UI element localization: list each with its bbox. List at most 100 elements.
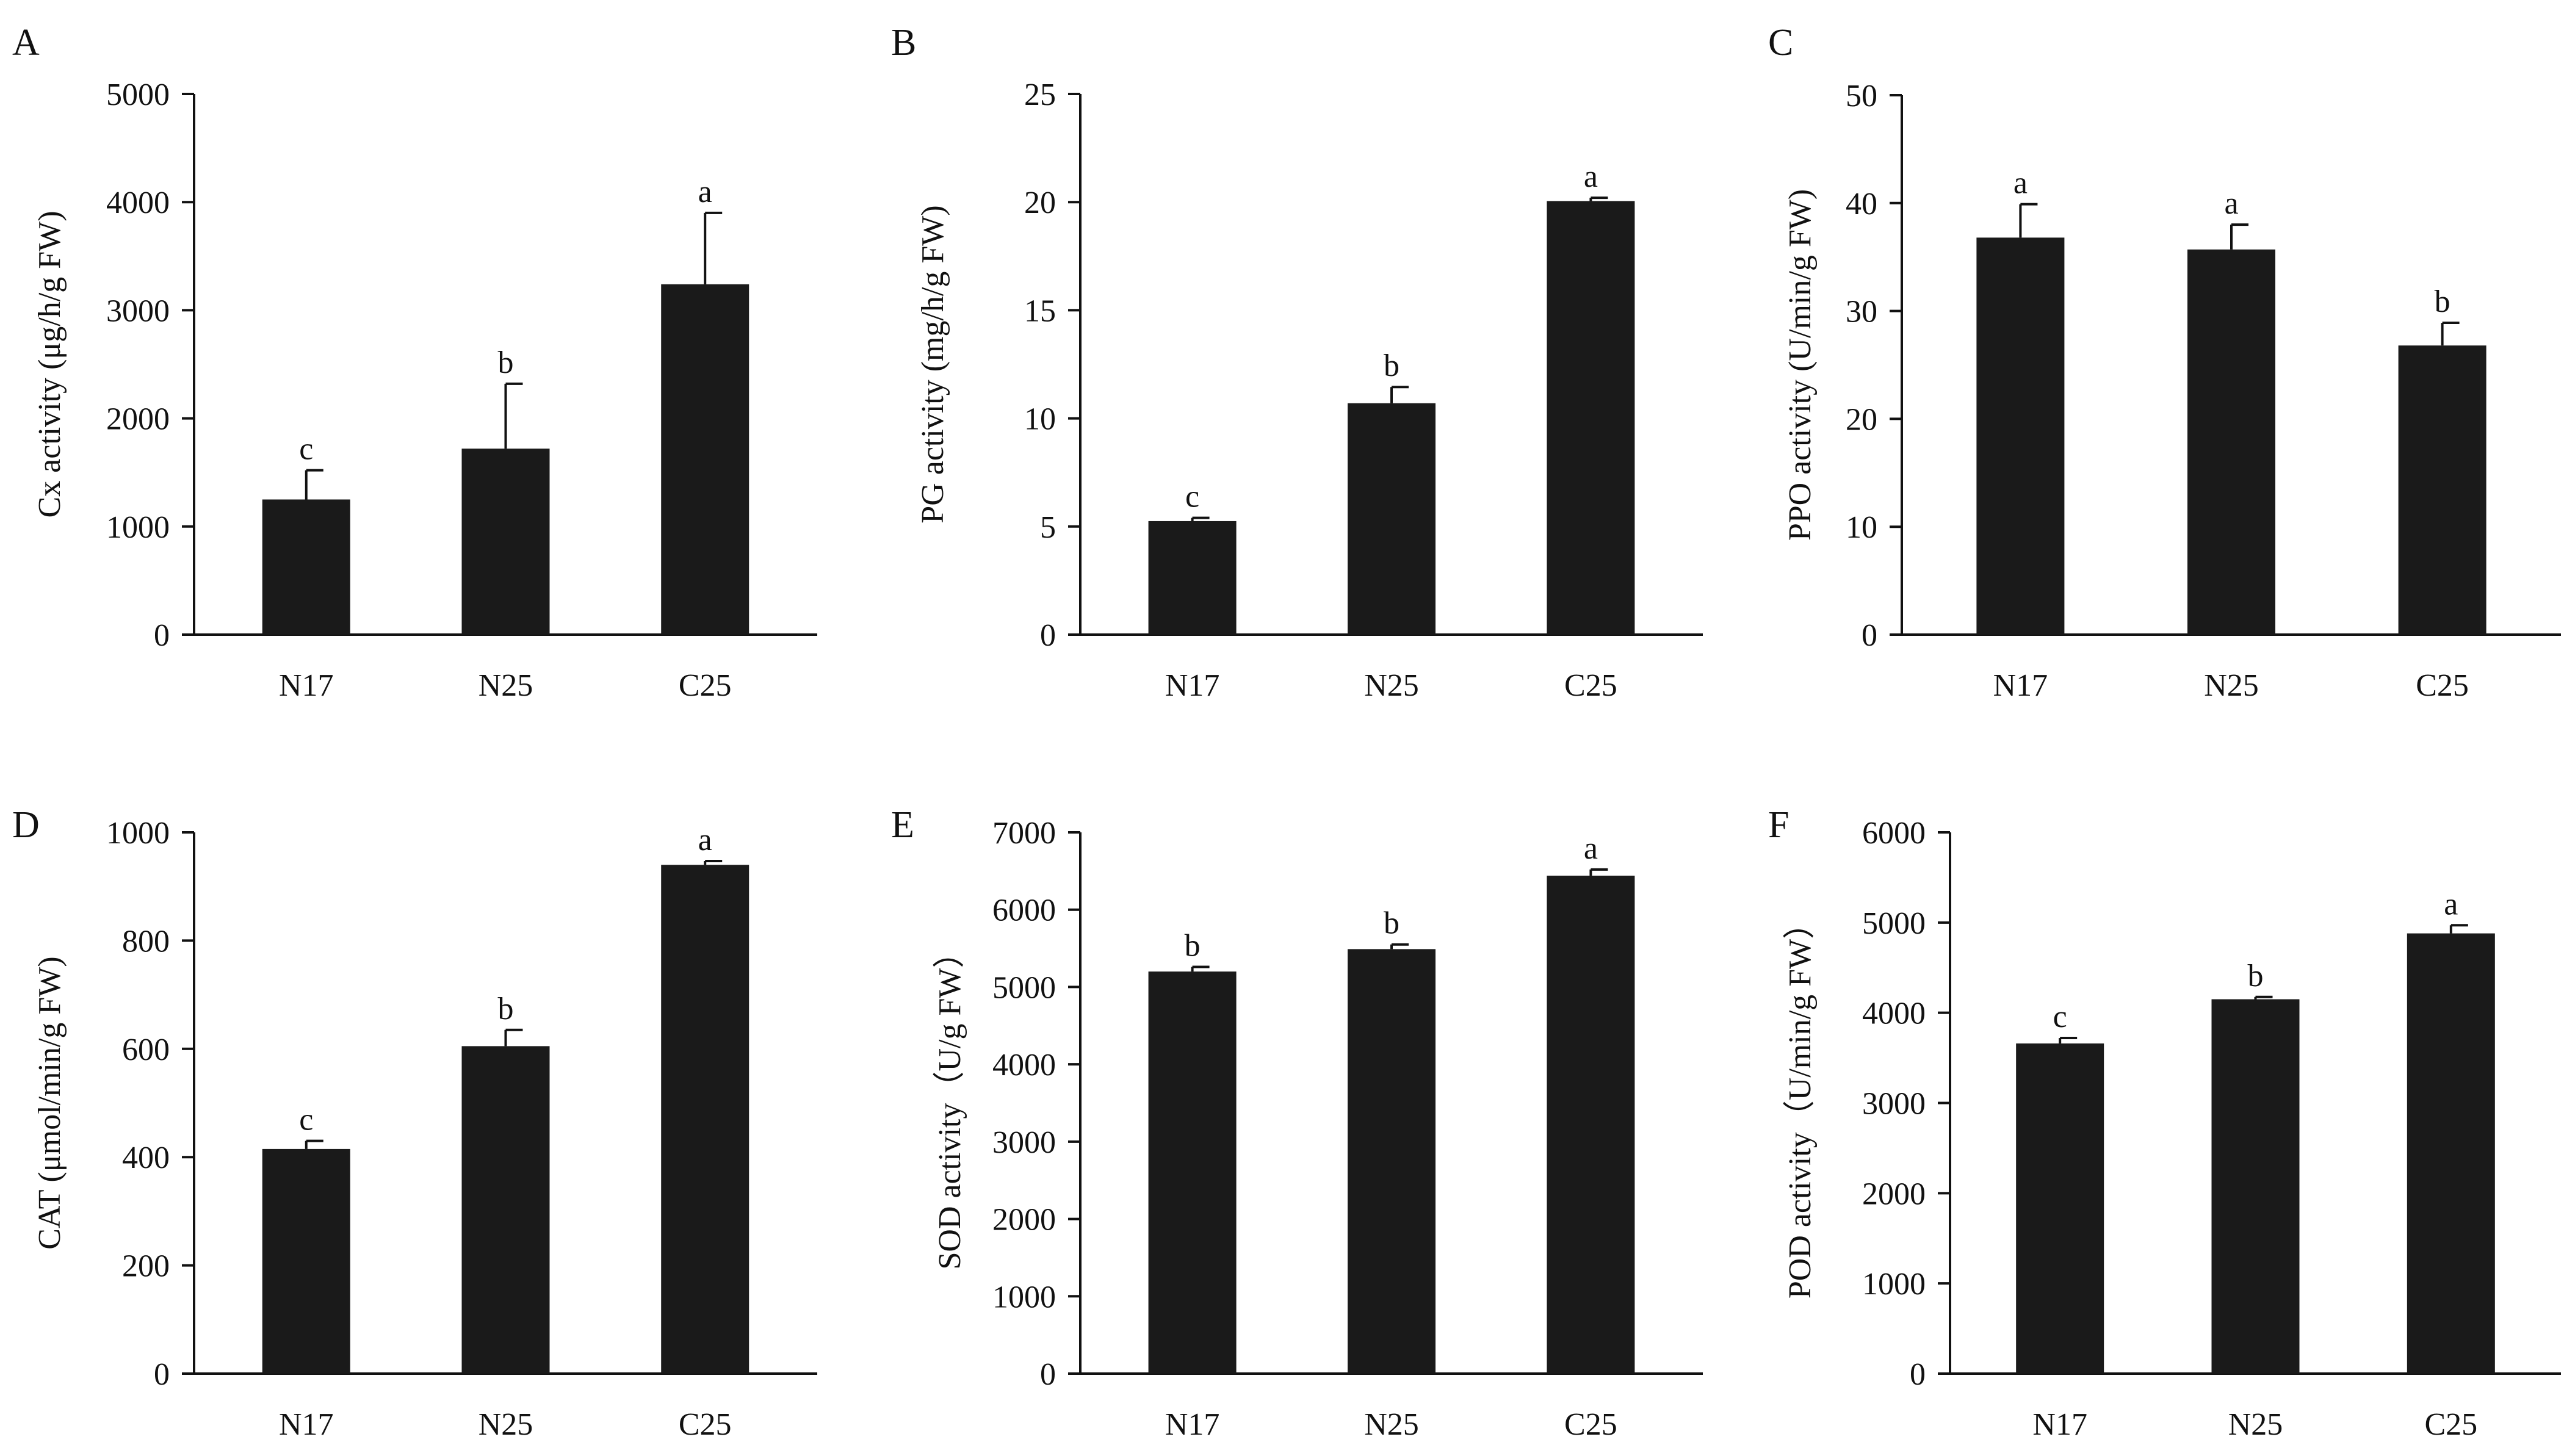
significance-letter: b (1185, 928, 1201, 963)
y-tick-label: 0 (1040, 618, 1056, 653)
y-tick-label: 0 (1862, 618, 1877, 653)
x-tick-label: N25 (2228, 1407, 2283, 1442)
y-tick-label: 4000 (106, 186, 170, 220)
significance-letter: c (299, 1103, 313, 1137)
y-tick-label: 0 (154, 618, 170, 653)
x-tick-label: N17 (2032, 1407, 2087, 1442)
significance-letter: c (299, 432, 313, 467)
bar-c25 (661, 284, 749, 635)
x-tick-label: N25 (479, 668, 533, 703)
significance-letter: a (1584, 831, 1598, 866)
x-tick-label: N17 (279, 1407, 334, 1442)
y-tick-label: 5000 (106, 77, 170, 112)
x-tick-label: C25 (2416, 668, 2469, 703)
x-tick-label: N25 (1364, 1407, 1419, 1442)
significance-letter: b (498, 345, 514, 380)
x-tick-label: N25 (479, 1407, 533, 1442)
y-tick-label: 6000 (992, 893, 1056, 928)
y-tick-label: 5 (1040, 510, 1056, 545)
y-tick-label: 3000 (992, 1125, 1056, 1160)
x-tick-label: C25 (679, 1407, 732, 1442)
significance-letter: c (2053, 1000, 2067, 1034)
bar-n17 (1148, 521, 1237, 635)
x-tick-label: N17 (1993, 668, 2048, 703)
y-axis-title: PPO activity (U/min/g FW) (1783, 189, 1818, 541)
bar-c25 (2398, 345, 2487, 635)
y-tick-label: 1000 (1862, 1267, 1926, 1302)
y-tick-label: 2000 (1862, 1177, 1926, 1211)
y-tick-label: 200 (122, 1249, 170, 1284)
panel-label: C (1768, 22, 1793, 63)
significance-letter: a (2444, 887, 2458, 921)
x-tick-label: N17 (1165, 668, 1220, 703)
significance-letter: b (2248, 959, 2264, 993)
y-tick-label: 400 (122, 1141, 170, 1175)
panel-d: D 0 200 400 600 800 1000 CAT (μmol/min/g FW) c N1… (12, 804, 817, 1442)
panel-e: E 0 1000 2000 3000 4000 5000 6000 7000 SOD activi… (891, 804, 1703, 1442)
x-tick-label: C25 (679, 668, 732, 703)
bar-n25 (1348, 403, 1436, 635)
x-tick-label: C25 (2424, 1407, 2477, 1442)
y-tick-label: 40 (1846, 187, 1877, 222)
x-tick-label: C25 (1564, 668, 1617, 703)
significance-letter: a (2224, 186, 2238, 221)
panel-label: E (891, 804, 914, 846)
panel-label: F (1768, 804, 1789, 846)
y-axis-title: SOD activity（U/g FW） (933, 937, 967, 1270)
x-tick-label: C25 (1564, 1407, 1617, 1442)
y-tick-label: 10 (1846, 510, 1877, 545)
y-tick-label: 0 (1910, 1357, 1926, 1392)
y-tick-label: 30 (1846, 295, 1877, 330)
bar-n17 (262, 1148, 350, 1374)
y-tick-label: 7000 (992, 816, 1056, 851)
y-tick-label: 3000 (1862, 1087, 1926, 1122)
bar-n25 (2211, 999, 2300, 1374)
y-axis-title: Cx activity (μg/h/g FW) (32, 211, 67, 517)
bar-n25 (461, 449, 550, 635)
y-tick-label: 20 (1846, 402, 1877, 437)
x-tick-label: N25 (1364, 668, 1419, 703)
y-tick-label: 20 (1024, 186, 1056, 220)
panel-b: B 0 5 10 15 20 25 PG activity (mg/h/g FW) c N17 b N… (891, 22, 1703, 703)
y-tick-label: 1000 (106, 510, 170, 545)
y-tick-label: 50 (1846, 79, 1877, 114)
panel-label: D (12, 804, 40, 846)
y-tick-label: 0 (1040, 1357, 1056, 1392)
significance-letter: a (1584, 159, 1598, 194)
significance-letter: b (498, 992, 514, 1026)
bar-c25 (1547, 875, 1635, 1374)
bar-n17 (1148, 971, 1237, 1374)
y-tick-label: 5000 (1862, 906, 1926, 941)
y-tick-label: 6000 (1862, 816, 1926, 851)
y-tick-label: 10 (1024, 402, 1056, 437)
y-tick-label: 1000 (992, 1280, 1056, 1314)
bar-n17 (2016, 1043, 2104, 1374)
significance-letter: b (2435, 284, 2450, 319)
bar-n17 (1976, 237, 2065, 635)
x-tick-label: N17 (279, 668, 334, 703)
bar-n17 (262, 499, 350, 635)
y-tick-label: 600 (122, 1033, 170, 1067)
y-tick-label: 800 (122, 924, 170, 959)
bar-c25 (661, 865, 749, 1374)
y-tick-label: 0 (154, 1357, 170, 1392)
significance-letter: c (1185, 480, 1199, 514)
y-tick-label: 3000 (106, 294, 170, 328)
x-tick-label: N25 (2204, 668, 2259, 703)
significance-letter: b (1384, 348, 1399, 383)
panel-c: C 0 10 20 30 40 50 PPO activity (U/min/g FW) a N1… (1768, 22, 2561, 703)
bar-c25 (1547, 201, 1635, 635)
y-axis-title: CAT (μmol/min/g FW) (32, 956, 67, 1250)
significance-letter: a (698, 175, 712, 209)
significance-letter: b (1384, 906, 1399, 941)
panel-label: B (891, 22, 916, 63)
y-tick-label: 2000 (106, 402, 170, 437)
x-tick-label: N17 (1165, 1407, 1220, 1442)
panel-f: F 0 1000 2000 3000 4000 5000 6000 POD activity（U… (1768, 804, 2561, 1442)
y-tick-label: 15 (1024, 294, 1056, 328)
significance-letter: a (698, 823, 712, 857)
bar-c25 (2407, 933, 2495, 1374)
y-tick-label: 4000 (1862, 996, 1926, 1031)
significance-letter: a (2013, 166, 2028, 201)
